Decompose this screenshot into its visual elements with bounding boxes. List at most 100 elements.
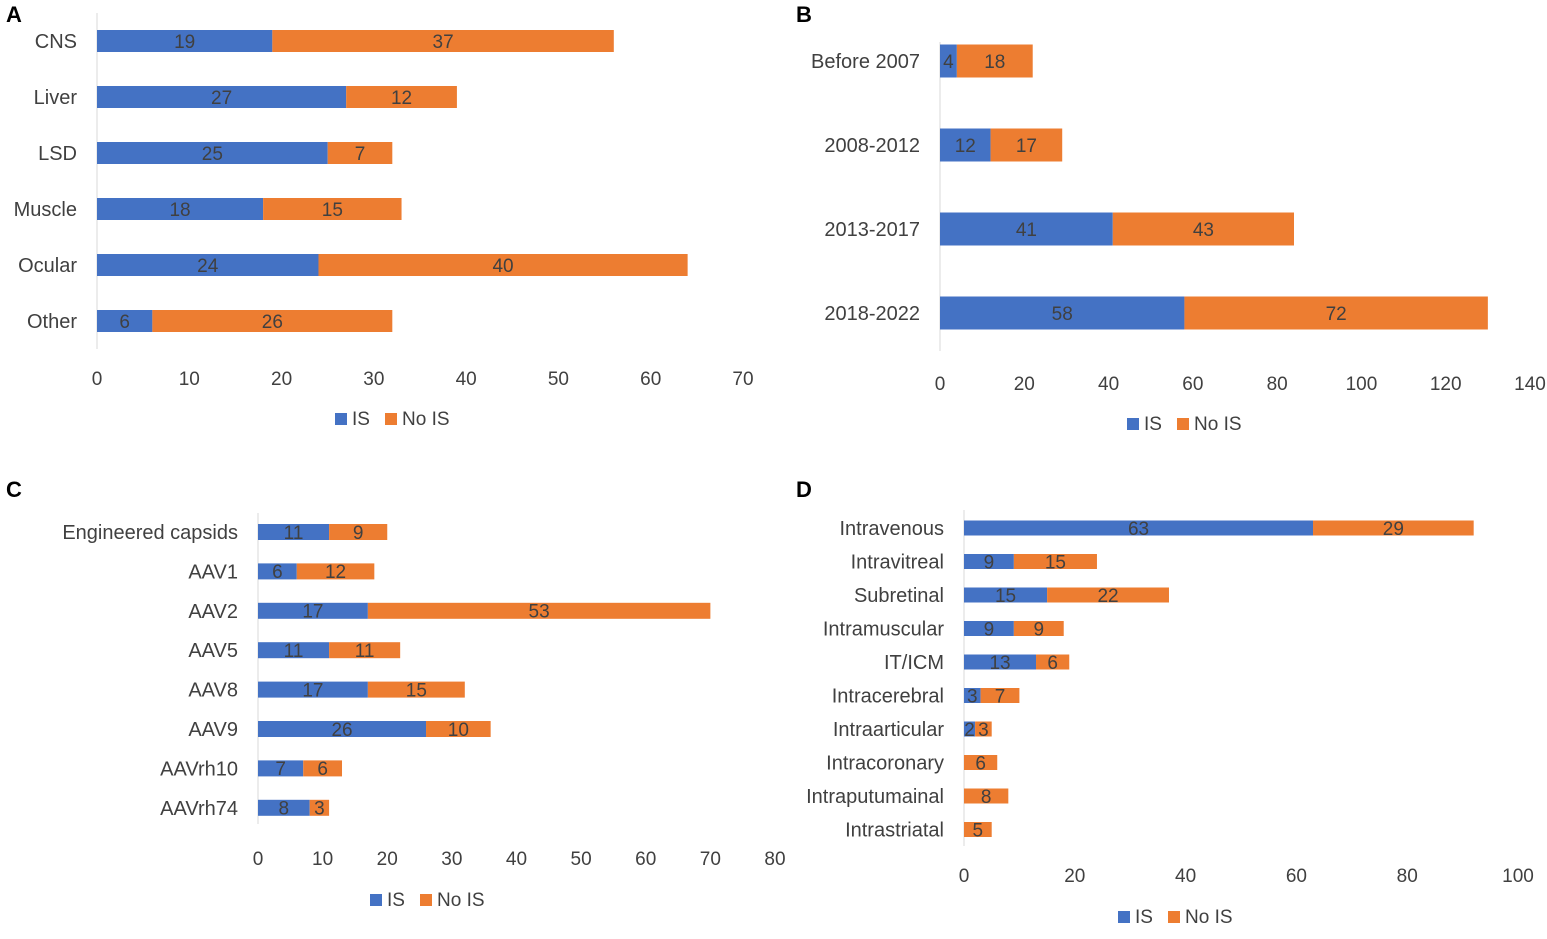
legend-swatch-is bbox=[1118, 911, 1130, 923]
bar-no-is bbox=[367, 681, 465, 698]
bar-is bbox=[97, 30, 273, 52]
data-label-is: 3 bbox=[967, 686, 978, 707]
bar-no-is bbox=[263, 198, 402, 220]
bar-no-is bbox=[318, 254, 688, 276]
category-label: Subretinal bbox=[854, 585, 944, 607]
bar-is bbox=[964, 721, 976, 737]
bar-no-is bbox=[964, 788, 1009, 804]
data-label-no-is: 6 bbox=[975, 753, 986, 774]
x-tick-label: 60 bbox=[1182, 374, 1203, 395]
legend-swatch-no-is bbox=[420, 894, 432, 906]
x-tick-label: 50 bbox=[571, 849, 592, 870]
x-tick-label: 30 bbox=[363, 369, 384, 390]
x-tick-label: 20 bbox=[1014, 374, 1035, 395]
bar-is bbox=[258, 642, 330, 659]
category-label: AAV1 bbox=[188, 561, 238, 583]
data-label-no-is: 22 bbox=[1097, 586, 1118, 607]
legend-label-is: IS bbox=[1144, 414, 1162, 435]
data-label-is: 58 bbox=[1052, 304, 1073, 325]
x-tick-label: 0 bbox=[92, 369, 103, 390]
bar-no-is bbox=[1013, 621, 1064, 636]
bar-no-is bbox=[990, 128, 1063, 162]
category-label: Intravenous bbox=[839, 518, 944, 540]
x-tick-label: 140 bbox=[1514, 374, 1546, 395]
data-label-is: 4 bbox=[943, 52, 954, 73]
x-tick-label: 80 bbox=[1267, 374, 1288, 395]
bar-is bbox=[258, 602, 368, 619]
data-label-is: 15 bbox=[995, 586, 1016, 607]
data-label-is: 2 bbox=[964, 720, 975, 741]
bar-no-is bbox=[1013, 554, 1097, 569]
category-label: Intravitreal bbox=[851, 552, 944, 574]
bar-is bbox=[964, 621, 1014, 636]
bar-no-is bbox=[346, 86, 457, 108]
x-tick-label: 60 bbox=[640, 369, 661, 390]
x-tick-label: 50 bbox=[548, 369, 569, 390]
data-label-is: 11 bbox=[284, 523, 304, 544]
data-label-is: 8 bbox=[279, 799, 290, 820]
category-label: AAV5 bbox=[188, 640, 238, 662]
bar-is bbox=[258, 799, 310, 816]
data-label-is: 17 bbox=[302, 680, 323, 701]
bar-no-is bbox=[980, 688, 1020, 703]
bar-is bbox=[940, 128, 991, 162]
data-label-no-is: 3 bbox=[314, 799, 325, 820]
data-label-is: 17 bbox=[302, 602, 323, 623]
category-label: Intracerebral bbox=[832, 686, 944, 708]
category-label: Muscle bbox=[14, 199, 77, 221]
bar-no-is bbox=[964, 755, 998, 770]
panel-label: B bbox=[796, 2, 812, 27]
legend-swatch-no-is bbox=[1177, 418, 1189, 430]
x-tick-label: 0 bbox=[253, 849, 264, 870]
legend-swatch-is bbox=[370, 894, 382, 906]
bar-is bbox=[258, 681, 368, 698]
data-label-is: 9 bbox=[984, 552, 995, 573]
data-label-no-is: 6 bbox=[1047, 653, 1058, 674]
bar-no-is bbox=[956, 44, 1033, 78]
x-tick-label: 60 bbox=[1286, 866, 1307, 887]
data-label-no-is: 12 bbox=[325, 562, 346, 583]
data-label-is: 24 bbox=[197, 256, 219, 277]
data-label-no-is: 9 bbox=[1034, 619, 1045, 640]
x-tick-label: 20 bbox=[377, 849, 398, 870]
category-label: Before 2007 bbox=[811, 51, 920, 73]
x-tick-label: 10 bbox=[312, 849, 333, 870]
bar-no-is bbox=[1313, 520, 1474, 536]
x-tick-label: 40 bbox=[1098, 374, 1119, 395]
bar-is bbox=[97, 142, 328, 164]
panel-b-chart: B 0 20 40 60 80 100 120 140 Before 2007 4 18 2008-20… bbox=[796, 2, 1546, 435]
category-label: IT/ICM bbox=[884, 652, 944, 674]
bar-no-is bbox=[1112, 212, 1294, 246]
category-label: Other bbox=[27, 311, 77, 333]
bar-is bbox=[964, 587, 1048, 603]
category-label: Ocular bbox=[18, 255, 77, 277]
x-tick-label: 10 bbox=[179, 369, 200, 390]
bar-no-is bbox=[1184, 296, 1488, 330]
category-label: AAV8 bbox=[188, 680, 238, 702]
bar-no-is bbox=[152, 310, 393, 332]
bar-is bbox=[97, 310, 153, 332]
data-label-no-is: 3 bbox=[978, 720, 989, 741]
legend-label-no-is: No IS bbox=[1185, 907, 1233, 928]
data-label-no-is: 15 bbox=[1045, 552, 1066, 573]
panel-label: A bbox=[6, 2, 22, 27]
data-label-no-is: 17 bbox=[1016, 136, 1037, 157]
data-label-is: 25 bbox=[202, 144, 223, 165]
data-label-no-is: 43 bbox=[1193, 220, 1214, 241]
legend-label-no-is: No IS bbox=[1194, 414, 1242, 435]
bar-no-is bbox=[329, 642, 401, 659]
data-label-no-is: 26 bbox=[262, 312, 283, 333]
category-label: CNS bbox=[35, 31, 77, 53]
data-label-is: 18 bbox=[169, 200, 190, 221]
legend-label-is: IS bbox=[1135, 907, 1153, 928]
data-label-is: 26 bbox=[331, 720, 352, 741]
bar-is bbox=[940, 44, 957, 78]
category-label: Intraarticular bbox=[833, 719, 944, 741]
data-label-no-is: 15 bbox=[322, 200, 343, 221]
legend-swatch-no-is bbox=[1168, 911, 1180, 923]
category-label: Intracoronary bbox=[826, 753, 944, 775]
panel-c-chart: C 0 10 20 30 40 50 60 70 80 Engineered capsids 11 9 A… bbox=[6, 477, 786, 911]
data-label-no-is: 18 bbox=[984, 52, 1005, 73]
panel-label: D bbox=[796, 477, 812, 502]
